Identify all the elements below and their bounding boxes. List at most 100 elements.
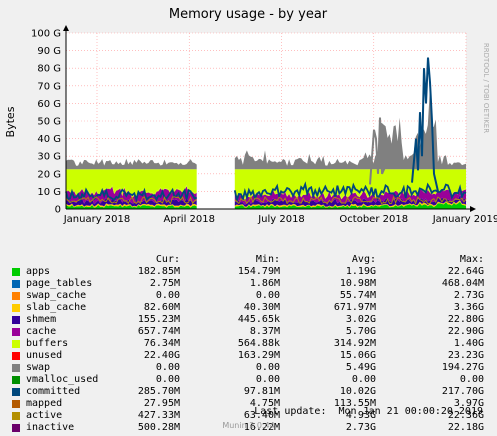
legend-value-min: 8.37M [249, 326, 280, 337]
legend-value-cur: 155.23M [137, 314, 180, 325]
legend-label: swap [26, 362, 51, 373]
legend-item: unused 22.40G 163.29M 15.06G 23.23G [0, 350, 497, 362]
legend-value-avg: 2.73G [345, 422, 376, 433]
legend-swatch [12, 400, 20, 408]
munin-version: Munin 2.0.44 [222, 421, 275, 430]
legend-swatch [12, 412, 20, 420]
y-tick-label: 70 G [37, 81, 61, 92]
x-tick-label: January 2019 [432, 214, 497, 225]
legend-value-max: 3.97G [453, 398, 484, 409]
legend-value-max: 0.00 [459, 374, 484, 385]
legend-value-min: 0.00 [255, 290, 280, 301]
y-tick-label: 10 G [37, 187, 61, 198]
x-tick-label: July 2018 [257, 214, 305, 225]
series-area-swap [66, 158, 197, 170]
legend-value-avg: 5.49G [345, 362, 376, 373]
legend-value-cur: 2.75M [149, 278, 180, 289]
y-axis-label: Bytes [4, 106, 17, 137]
legend-swatch [12, 292, 20, 300]
legend-value-min: 97.81M [243, 386, 280, 397]
legend-label: swap_cache [26, 290, 87, 301]
legend-value-avg: 314.92M [333, 338, 376, 349]
y-tick-label: 20 G [37, 169, 61, 180]
x-tick-label: April 2018 [164, 214, 215, 225]
legend-swatch [12, 388, 20, 396]
legend-swatch [12, 340, 20, 348]
legend-value-cur: 0.00 [155, 374, 180, 385]
legend-value-cur: 82.60M [143, 302, 180, 313]
legend-value-cur: 500.28M [137, 422, 180, 433]
legend-swatch [12, 316, 20, 324]
x-tick-label: October 2018 [339, 214, 408, 225]
legend-item: committed 285.70M 97.81M 10.02G 217.70G [0, 386, 497, 398]
legend-header-min: Min: [255, 254, 280, 265]
chart-title: Memory usage - by year [169, 7, 328, 22]
legend-swatch [12, 352, 20, 360]
legend-value-avg: 4.93G [345, 410, 376, 421]
series-area-apps [66, 205, 197, 209]
legend-value-max: 194.27G [441, 362, 484, 373]
series-area-swap [234, 90, 466, 170]
y-tick-label: 50 G [37, 117, 61, 128]
legend-item: page_tables 2.75M 1.86M 10.98M 468.04M [0, 278, 497, 290]
y-tick-label: 100 G [31, 29, 61, 40]
y-tick-label: 60 G [37, 99, 61, 110]
legend-swatch [12, 268, 20, 276]
legend-label: active [26, 410, 63, 421]
last-update: Last update: Mon Jan 21 00:00:20 2019 [254, 406, 483, 417]
legend-swatch [12, 328, 20, 336]
legend-value-max: 3.36G [453, 302, 484, 313]
legend-item: active 427.33M 63.40M 4.93G 22.36G [0, 410, 497, 422]
series-lines [65, 57, 467, 205]
legend-label: buffers [26, 338, 69, 349]
legend-value-cur: 427.33M [137, 410, 180, 421]
legend-value-min: 63.40M [243, 410, 280, 421]
series-line-active [234, 195, 467, 205]
legend-value-avg: 3.02G [345, 314, 376, 325]
y-tick-label: 40 G [37, 134, 61, 145]
legend-value-max: 22.36G [447, 410, 484, 421]
legend-value-avg: 113.55M [333, 398, 376, 409]
legend-value-avg: 55.74M [339, 290, 376, 301]
legend-value-max: 22.64G [447, 266, 484, 277]
legend-item: vmalloc_used 0.00 0.00 0.00 0.00 [0, 374, 497, 386]
legend-value-max: 217.70G [441, 386, 484, 397]
legend-value-cur: 0.00 [155, 290, 180, 301]
series-line-committed-peak [411, 57, 439, 192]
legend-value-min: 4.75M [249, 398, 280, 409]
series-area-slab_cache [234, 200, 466, 208]
legend-item: swap_cache 0.00 0.00 55.74M 2.73G [0, 290, 497, 302]
legend-swatch [12, 364, 20, 372]
legend-value-cur: 76.34M [143, 338, 180, 349]
x-tick-label: January 2018 [63, 214, 131, 225]
legend-label: shmem [26, 314, 57, 325]
legend-header-cur: Cur: [155, 254, 180, 265]
legend-value-max: 22.18G [447, 422, 484, 433]
series-area-cache [234, 186, 466, 205]
legend-value-min: 564.88k [237, 338, 280, 349]
legend-value-min: 154.79M [237, 266, 280, 277]
legend-value-cur: 27.95M [143, 398, 180, 409]
legend-item: buffers 76.34M 564.88k 314.92M 1.40G [0, 338, 497, 350]
legend-value-avg: 10.98M [339, 278, 376, 289]
legend-label: apps [26, 266, 51, 277]
legend-value-max: 23.23G [447, 350, 484, 361]
legend-value-max: 2.73G [453, 290, 484, 301]
legend-value-min: 163.29M [237, 350, 280, 361]
x-axis-arrow [470, 206, 476, 212]
legend-label: vmalloc_used [26, 374, 99, 385]
legend-value-min: 40.30M [243, 302, 280, 313]
y-tick-label: 80 G [37, 64, 61, 75]
series-areas [66, 90, 466, 209]
legend-value-avg: 1.19G [345, 266, 376, 277]
legend-value-max: 22.90G [447, 326, 484, 337]
legend-label: unused [26, 350, 63, 361]
y-tick-label: 30 G [37, 152, 61, 163]
legend-label: mapped [26, 398, 63, 409]
legend-value-min: 445.65k [237, 314, 280, 325]
legend-swatch [12, 376, 20, 384]
legend-item: inactive 500.28M 16.22M 2.73G 22.18G [0, 422, 497, 434]
legend-item: swap 0.00 0.00 5.49G 194.27G [0, 362, 497, 374]
series-line-swap-peak [369, 117, 387, 185]
axes [63, 25, 476, 212]
